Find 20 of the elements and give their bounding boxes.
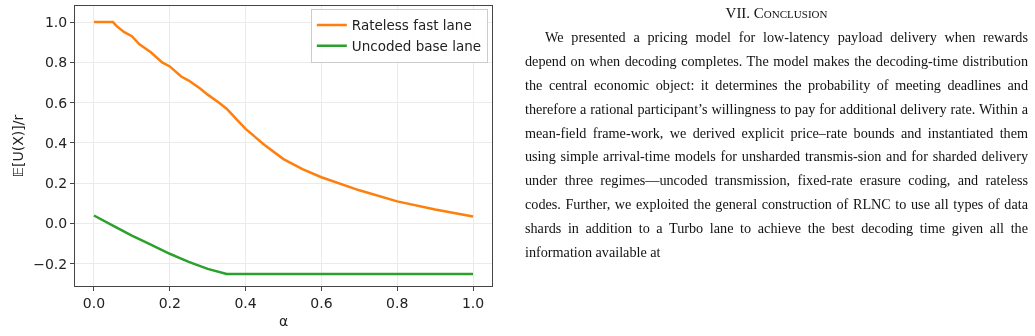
y-tick-label: 0.6 <box>44 94 68 111</box>
y-axis-title: 𝔼[U(X)]/r <box>9 114 26 178</box>
line-series <box>92 214 475 276</box>
x-tick-label: 0.6 <box>310 294 333 311</box>
y-tick-label: −0.2 <box>33 255 68 272</box>
x-tick-label: 1.0 <box>461 294 485 311</box>
x-tick-label: 0.8 <box>386 294 409 311</box>
y-tick-label: 0.4 <box>44 134 68 151</box>
x-tick-label: 0.4 <box>234 294 257 311</box>
y-tick-label: 0.8 <box>44 54 68 71</box>
y-tick-label: 0.2 <box>44 175 68 192</box>
legend-label: Rateless fast lane <box>351 17 472 34</box>
x-tick-label: 0.0 <box>82 294 106 311</box>
text: VII. Conclusion <box>724 4 829 23</box>
y-tick-label: 0.0 <box>44 215 68 232</box>
x-tick-label: 0.2 <box>158 294 181 311</box>
x-axis-title: α <box>278 313 289 330</box>
y-tick-label: 1.0 <box>44 14 68 31</box>
text: We presented a pricing model for low-latency payload delivery when rewards depend on when decoding completes. The model makes the decoding-time distribution the central economic object: it determines the probability of meeting deadlines and therefore a rational participant’s willingness to pay for additional delivery rate. Within a mean-field frame-work, we derived explicit price–rate bounds and instantiated them using simple arrival-time models for unsharded transmis-sion and for sharded delivery under three regimes—uncoded transmission, fixed-rate erasure coding, and rateless codes. Further, we exploited the general construction of RLNC to use all types of data shards in addition to a Turbo lane to achieve the best decoding time given all the information available at <box>525 28 1028 261</box>
legend-label: Uncoded base lane <box>351 37 482 54</box>
